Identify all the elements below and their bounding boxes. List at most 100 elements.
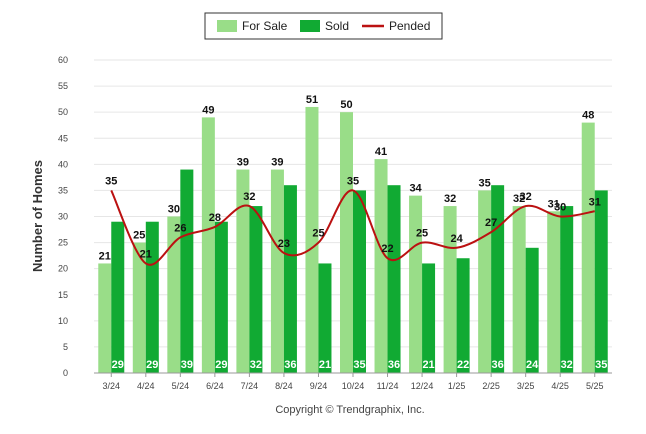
x-tick-label: 6/24 — [206, 381, 224, 391]
label-for-sale: 39 — [271, 157, 283, 169]
label-for-sale: 25 — [133, 230, 145, 242]
x-tick-label: 9/24 — [310, 381, 328, 391]
pended-line-layer — [110, 189, 595, 266]
legend-label-for-sale: For Sale — [242, 19, 288, 33]
bar-sold — [560, 206, 574, 373]
legend: For Sale Sold Pended — [204, 12, 443, 40]
bar-for-sale — [547, 211, 561, 373]
x-tick-label: 4/25 — [551, 381, 569, 391]
label-pended: 26 — [174, 222, 186, 234]
bar-for-sale — [512, 206, 526, 373]
x-tick-label: 12/24 — [411, 381, 434, 391]
label-pended: 22 — [381, 243, 393, 255]
legend-swatch-for-sale — [217, 20, 237, 32]
legend-box — [204, 12, 443, 40]
x-tick-label: 1/25 — [448, 381, 466, 391]
label-sold: 29 — [112, 359, 124, 371]
label-pended: 32 — [243, 191, 255, 203]
y-tick-label: 50 — [58, 107, 68, 117]
label-for-sale: 48 — [582, 110, 594, 122]
label-sold: 22 — [457, 359, 469, 371]
bar-sold — [456, 258, 470, 373]
label-pended: 30 — [554, 202, 566, 214]
y-tick-label: 40 — [58, 159, 68, 169]
bar-sold — [491, 185, 505, 373]
label-for-sale: 34 — [409, 183, 422, 195]
label-sold: 29 — [215, 359, 227, 371]
y-axis-title: Number of Homes — [30, 160, 45, 272]
bar-for-sale — [581, 122, 595, 373]
label-for-sale: 30 — [168, 204, 180, 216]
bar-sold — [214, 221, 228, 373]
bar-sold — [249, 206, 263, 373]
label-sold: 36 — [388, 359, 400, 371]
x-tick-label: 3/25 — [517, 381, 535, 391]
label-sold: 21 — [422, 359, 434, 371]
label-for-sale: 32 — [513, 193, 525, 205]
bar-for-sale — [236, 169, 250, 373]
bar-for-sale — [167, 216, 181, 373]
x-tick-label: 4/24 — [137, 381, 155, 391]
label-pended: 35 — [105, 175, 117, 187]
x-tick-label: 5/24 — [172, 381, 190, 391]
legend-swatch-sold — [300, 20, 320, 32]
label-for-sale: 41 — [375, 146, 387, 158]
x-tick-label: 3/24 — [103, 381, 121, 391]
label-pended: 24 — [450, 233, 463, 245]
label-pended: 27 — [485, 217, 497, 229]
bar-for-sale — [443, 206, 457, 373]
label-for-sale: 32 — [444, 193, 456, 205]
legend-label-sold: Sold — [325, 19, 349, 33]
bar-for-sale — [270, 169, 284, 373]
x-tick-label: 7/24 — [241, 381, 259, 391]
y-tick-label: 60 — [58, 55, 68, 65]
bar-for-sale — [201, 117, 215, 373]
y-tick-label: 25 — [58, 238, 68, 248]
label-sold: 39 — [181, 359, 193, 371]
y-tick-label: 0 — [63, 368, 68, 378]
label-pended: 21 — [140, 248, 152, 260]
x-tick-label: 11/24 — [377, 381, 399, 391]
bar-sold — [111, 221, 125, 373]
bar-sold — [145, 221, 159, 373]
label-for-sale: 35 — [479, 177, 491, 189]
x-tick-label: 2/25 — [482, 381, 500, 391]
label-pended: 25 — [312, 228, 324, 240]
y-tick-label: 30 — [58, 212, 68, 222]
data-labels: 21 29 25 29 30 39 49 29 39 32 39 36 51 21 50 35 41 36 34 21… — [99, 94, 608, 371]
label-pended: 28 — [209, 212, 221, 224]
label-pended: 23 — [278, 238, 290, 250]
bar-sold — [180, 169, 194, 373]
y-tick-label: 45 — [58, 133, 68, 143]
label-pended: 25 — [416, 228, 428, 240]
x-tick-label: 10/24 — [342, 381, 365, 391]
label-pended: 31 — [589, 196, 601, 208]
y-axis-ticks: 0 5 10 15 20 25 30 35 40 45 50 55 60 — [58, 55, 68, 378]
label-for-sale: 50 — [340, 99, 352, 111]
x-tick-label: 8/24 — [275, 381, 293, 391]
bar-for-sale — [132, 242, 146, 373]
x-axis-ticks: 3/24 4/24 5/24 6/24 7/24 8/24 9/24 10/24 11/24 12… — [103, 373, 604, 391]
bar-sold — [422, 263, 436, 373]
y-tick-label: 10 — [58, 316, 68, 326]
label-for-sale: 21 — [99, 250, 111, 262]
copyright-text: Copyright © Trendgraphix, Inc. — [275, 404, 424, 416]
y-tick-label: 20 — [58, 264, 68, 274]
label-pended: 32 — [520, 191, 532, 203]
bar-for-sale — [478, 190, 492, 373]
legend-label-pended: Pended — [389, 19, 430, 33]
bar-sold — [353, 190, 366, 373]
label-for-sale: 31 — [548, 198, 560, 210]
label-sold: 35 — [595, 359, 607, 371]
label-sold: 32 — [250, 359, 262, 371]
bar-sold — [594, 190, 608, 373]
label-for-sale: 51 — [306, 94, 318, 106]
bar-for-sale — [98, 263, 112, 373]
bar-for-sale — [340, 112, 353, 374]
bar-sold — [318, 263, 332, 373]
label-pended: 35 — [347, 175, 359, 187]
x-tick-label: 5/25 — [586, 381, 604, 391]
label-sold: 36 — [284, 359, 296, 371]
y-tick-label: 5 — [63, 342, 68, 352]
